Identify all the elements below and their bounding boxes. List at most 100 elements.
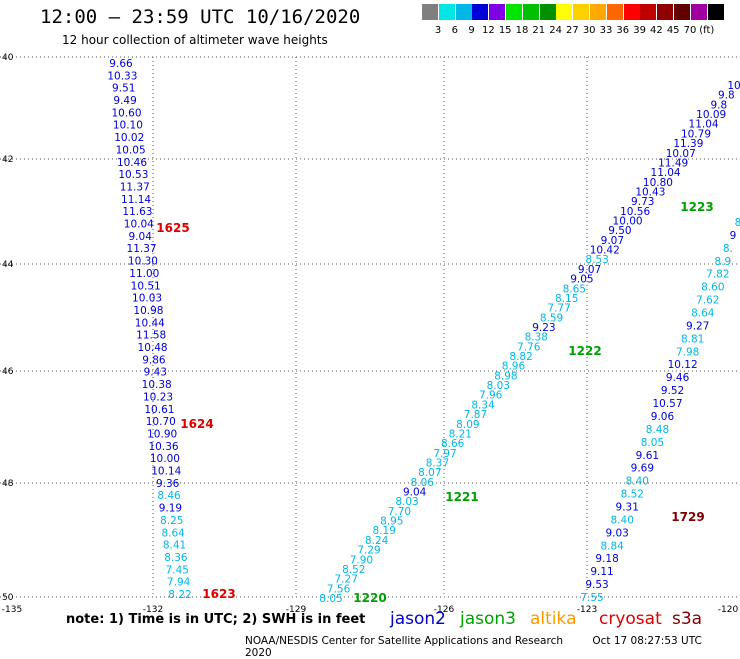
s3a-swh-value: 8.05 xyxy=(641,437,664,449)
s3a-swh-value: 7.98 xyxy=(676,346,699,358)
jason3-swh-value: 8.98 xyxy=(494,370,517,382)
cryosat-swh-value: 11.37 xyxy=(120,181,150,193)
jason3-swh-value: 9.8 xyxy=(718,90,735,102)
satellite-s3a-label: s3a xyxy=(672,609,703,629)
legend-label: 18 xyxy=(515,25,529,36)
cryosat-swh-value: 7.45 xyxy=(166,564,189,576)
jason3-swh-value: 7.87 xyxy=(464,409,487,421)
legend-label: 9 xyxy=(468,25,475,36)
jason3-swh-value: 9.23 xyxy=(532,322,555,334)
cryosat-swh-value: 8.64 xyxy=(161,527,185,539)
pass-time-label: 1222 xyxy=(568,344,601,358)
legend-swatch xyxy=(472,4,489,20)
jason3-swh-value: 7.77 xyxy=(547,303,570,315)
legend-label: 21 xyxy=(532,25,546,36)
cryosat-swh-value: 10.98 xyxy=(133,305,163,317)
cryosat-swh-value: 11.37 xyxy=(127,243,157,255)
pass-time-label: 1223 xyxy=(680,200,713,214)
jason3-swh-value: 8.21 xyxy=(449,428,472,440)
cryosat-swh-value: 8.41 xyxy=(163,540,186,552)
jason3-swh-value: 8.53 xyxy=(585,254,608,266)
legend-swatch xyxy=(690,4,707,20)
jason3-swh-value: 7.29 xyxy=(357,545,380,557)
s3a-swh-value: 8.52 xyxy=(621,489,644,501)
satellite-jason3-label: jason3 xyxy=(460,609,516,629)
cryosat-swh-value: 10.00 xyxy=(150,453,180,465)
legend-swatch xyxy=(506,4,522,20)
cryosat-swh-value: 9.19 xyxy=(159,503,182,515)
legend-swatch xyxy=(573,4,590,20)
s3a-swh-value: 7.62 xyxy=(696,295,719,307)
longitude-label: -135 xyxy=(2,605,22,615)
cryosat-swh-value: 8.46 xyxy=(157,490,181,502)
jason3-swh-value: 9.07 xyxy=(601,235,624,247)
cryosat-swh-value: 10.90 xyxy=(147,428,177,440)
jason3-swh-value: 8.03 xyxy=(395,496,418,508)
longitude-label: -123 xyxy=(577,605,597,615)
legend-swatch xyxy=(522,4,539,20)
legend-label: 33 xyxy=(599,25,613,36)
jason3-swh-value: 7.70 xyxy=(388,506,411,518)
s3a-swh-value: 8.48 xyxy=(646,424,669,436)
cryosat-swh-value: 10.38 xyxy=(142,379,172,391)
latitude-label: 42 xyxy=(2,155,13,165)
s3a-swh-value: 7.55 xyxy=(580,592,603,604)
s3a-swh-value: 9.31 xyxy=(616,501,639,513)
jason3-swh-value: 11.49 xyxy=(658,157,688,169)
jason3-swh-value: 8.34 xyxy=(471,399,495,411)
legend-swatch xyxy=(489,4,506,20)
cryosat-swh-value: 9.86 xyxy=(142,354,166,366)
map-subtitle: 12 hour collection of altimeter wave hei… xyxy=(62,33,328,47)
jason3-swh-value: 10.00 xyxy=(613,216,643,228)
cryosat-swh-value: 8.22 xyxy=(168,589,191,601)
legend-swatch xyxy=(422,4,438,20)
jason3-swh-value: 7.27 xyxy=(335,574,358,586)
s3a-swh-value: 9 xyxy=(730,230,737,242)
legend-label: 15 xyxy=(498,25,512,36)
jason3-swh-value: 11.04 xyxy=(651,167,681,179)
s3a-swh-value: 8.40 xyxy=(626,476,649,488)
s3a-swh-value: 8 xyxy=(735,217,740,229)
jason3-swh-value: 8.52 xyxy=(342,564,365,576)
jason3-swh-value: 8.07 xyxy=(418,467,441,479)
jason3-swh-value: 11.04 xyxy=(689,119,719,131)
credit-text: NOAA/NESDIS Center for Satellite Applica… xyxy=(245,635,563,647)
legend-label: 27 xyxy=(566,25,579,36)
s3a-swh-value: 8.60 xyxy=(701,282,724,294)
legend-swatch xyxy=(640,4,657,20)
cryosat-swh-value: 10.48 xyxy=(138,342,168,354)
satellite-cryosat-label: cryosat xyxy=(599,609,662,629)
latitude-label: 40 xyxy=(2,53,14,63)
cryosat-swh-value: 10.51 xyxy=(131,280,161,292)
legend-swatch xyxy=(590,4,606,20)
cryosat-swh-value: 10.36 xyxy=(149,441,179,453)
jason3-swh-value: 9.05 xyxy=(570,274,593,286)
longitude-label: -126 xyxy=(434,605,455,615)
legend-label: 39 xyxy=(633,25,646,36)
jason3-swh-value: 8.65 xyxy=(563,283,586,295)
satellite-jason2-label: jason2 xyxy=(390,609,446,629)
cryosat-swh-value: 8.25 xyxy=(160,515,183,527)
legend-swatch xyxy=(556,4,573,20)
s3a-swh-value: 7.82 xyxy=(706,269,729,281)
cryosat-swh-value: 10.05 xyxy=(116,144,146,156)
legend-label: (ft) xyxy=(699,25,715,36)
s3a-swh-value: 8.64 xyxy=(691,308,715,320)
pass-time-label: 1623 xyxy=(202,587,235,601)
s3a-swh-value: 9.46 xyxy=(666,372,690,384)
legend-label: 12 xyxy=(482,25,495,36)
legend-swatch xyxy=(438,4,455,20)
jason3-swh-value: 8.24 xyxy=(365,535,389,547)
jason3-swh-value: 10.43 xyxy=(635,186,665,198)
s3a-swh-value: 9.52 xyxy=(661,385,684,397)
satellite-altika-label: altika xyxy=(530,609,577,629)
legend-label: 42 xyxy=(650,25,663,36)
cryosat-swh-value: 9.66 xyxy=(109,58,133,70)
legend-swatch xyxy=(623,4,640,20)
cryosat-swh-value: 10.23 xyxy=(143,391,173,403)
cryosat-swh-value: 11.58 xyxy=(136,330,166,342)
jason3-swh-value: 8.19 xyxy=(373,525,396,537)
legend-label: 30 xyxy=(582,25,596,36)
jason3-swh-value: 10.09 xyxy=(696,109,726,121)
